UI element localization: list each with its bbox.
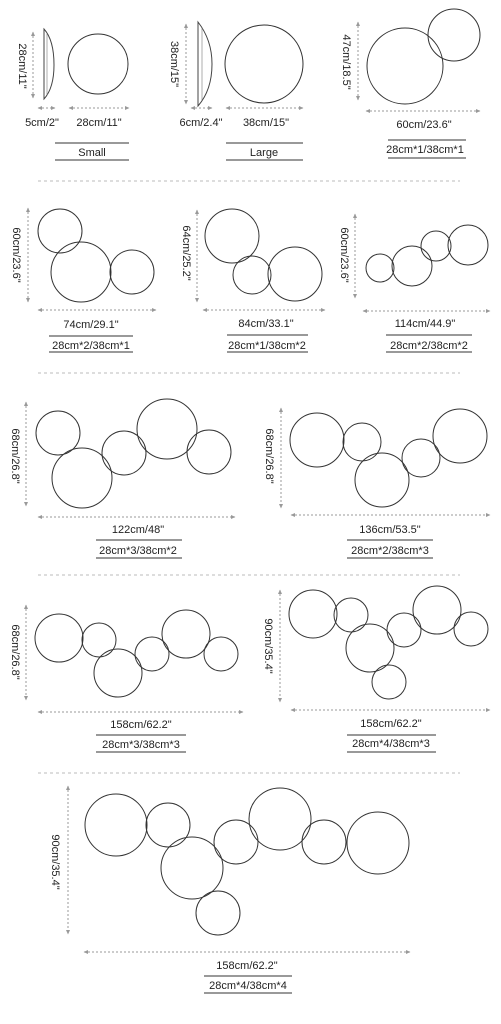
width-label: 158cm/62.2" xyxy=(216,960,277,972)
combo-label: 28cm*1/38cm*2 xyxy=(228,340,306,352)
disc-large xyxy=(354,452,410,508)
combo-label: 28cm*4/38cm*3 xyxy=(352,738,430,750)
width-label: 136cm/53.5" xyxy=(359,524,420,536)
disc-large xyxy=(345,623,395,673)
disc-small xyxy=(37,208,83,254)
disc-small xyxy=(186,429,232,475)
size-label: Large xyxy=(250,147,278,159)
height-label: 28cm/11" xyxy=(16,43,28,88)
disc-small xyxy=(342,422,382,462)
disc-small xyxy=(420,230,452,262)
disc-large xyxy=(93,648,143,698)
disc-large xyxy=(51,447,113,509)
size-label: Small xyxy=(78,147,106,159)
disc-large xyxy=(84,793,148,857)
disc-large xyxy=(204,208,260,264)
disc-small xyxy=(365,253,395,283)
disc-small xyxy=(101,430,147,476)
panel-combo-2: 60cm/23.6" 74cm/29.1" 28cm*2/38cm*1 xyxy=(10,207,157,353)
disc-small xyxy=(333,597,369,633)
disc-large xyxy=(160,836,224,900)
disc-large xyxy=(34,613,84,663)
disc-large xyxy=(248,787,312,851)
combo-label: 28cm*3/38cm*2 xyxy=(99,545,177,557)
height-label: 60cm/23.6" xyxy=(10,227,22,282)
disc-large xyxy=(346,811,410,875)
panel-combo-3: 64cm/25.2" 84cm/33.1" 28cm*1/38cm*2 xyxy=(180,208,326,353)
panel-combo-5: 68cm/26.8" 122cm/48" 28cm*3/38cm*2 xyxy=(9,398,236,559)
depth-label: 5cm/2" xyxy=(25,117,59,129)
height-label: 47cm/18.5" xyxy=(340,34,352,89)
combo-label: 28cm*2/38cm*2 xyxy=(390,340,468,352)
disc-small xyxy=(213,819,259,865)
disc-large xyxy=(161,609,211,659)
disc-small xyxy=(301,819,347,865)
disc-small xyxy=(67,33,129,95)
disc-small xyxy=(134,636,170,672)
combo-label: 28cm*1/38cm*1 xyxy=(386,144,464,156)
panel-combo-6: 68cm/26.8" 136cm/53.5" 28cm*2/38cm*3 xyxy=(263,407,491,559)
combo-label: 28cm*4/38cm*4 xyxy=(209,980,287,992)
panel-small: 28cm/11" 5cm/2" 28cm/11" Small xyxy=(16,27,130,161)
combo-label: 28cm*2/38cm*1 xyxy=(52,340,130,352)
panel-combo-7: 68cm/26.8" 158cm/62.2" 28cm*3/38cm*3 xyxy=(9,604,244,753)
disc-small xyxy=(195,890,241,936)
width-label: 158cm/62.2" xyxy=(360,718,421,730)
height-label: 64cm/25.2" xyxy=(180,225,192,280)
height-label: 90cm/35.4" xyxy=(262,618,274,673)
disc-large xyxy=(224,24,304,104)
disc-small xyxy=(427,8,481,62)
disc-small xyxy=(232,255,272,295)
width-label: 84cm/33.1" xyxy=(238,318,293,330)
width-label: 158cm/62.2" xyxy=(110,719,171,731)
panel-combo-1: 47cm/18.5" 60cm/23.6" 28cm*1/38cm*1 xyxy=(340,8,481,159)
disc-large xyxy=(136,398,198,460)
disc-small xyxy=(81,622,117,658)
disc-small xyxy=(109,249,155,295)
disc-large xyxy=(391,245,433,287)
disc-large xyxy=(50,241,112,303)
disc-large xyxy=(288,589,338,639)
panel-combo-9: 90cm/35.4" 158cm/62.2" 28cm*4/38cm*4 xyxy=(49,785,411,994)
diameter-label: 28cm/11" xyxy=(76,117,121,129)
height-label: 68cm/26.8" xyxy=(263,428,275,483)
width-label: 114cm/44.9" xyxy=(395,318,456,330)
disc-large xyxy=(412,585,462,635)
disc-small xyxy=(145,802,191,848)
panel-combo-4: 60cm/23.6" 114cm/44.9" 28cm*2/38cm*2 xyxy=(338,213,491,353)
diameter-label: 38cm/15" xyxy=(243,117,289,129)
depth-label: 6cm/2.4" xyxy=(179,117,222,129)
height-label: 68cm/26.8" xyxy=(9,428,21,483)
panel-large: 38cm/15" 6cm/2.4" 38cm/15" Large xyxy=(168,20,304,161)
disc-large xyxy=(432,408,488,464)
disc-small xyxy=(35,410,81,456)
disc-small xyxy=(371,664,407,700)
height-label: 38cm/15" xyxy=(168,41,180,87)
combo-label: 28cm*2/38cm*3 xyxy=(351,545,429,557)
panel-combo-8: 90cm/35.4" 158cm/62.2" 28cm*4/38cm*3 xyxy=(262,585,491,753)
side-profile-small xyxy=(43,27,55,101)
height-label: 68cm/26.8" xyxy=(9,624,21,679)
disc-small xyxy=(401,438,441,478)
disc-small xyxy=(453,611,489,647)
disc-large xyxy=(289,412,345,468)
disc-large xyxy=(267,246,323,302)
combo-label: 28cm*3/38cm*3 xyxy=(102,739,180,751)
height-label: 60cm/23.6" xyxy=(338,227,350,282)
width-label: 74cm/29.1" xyxy=(63,319,118,331)
disc-large xyxy=(366,27,444,105)
side-profile-large xyxy=(197,20,213,108)
disc-small xyxy=(203,636,239,672)
width-label: 60cm/23.6" xyxy=(396,119,451,131)
height-label: 90cm/35.4" xyxy=(49,834,61,889)
width-label: 122cm/48" xyxy=(112,524,164,536)
disc-small xyxy=(386,612,422,648)
disc-large xyxy=(447,224,489,266)
